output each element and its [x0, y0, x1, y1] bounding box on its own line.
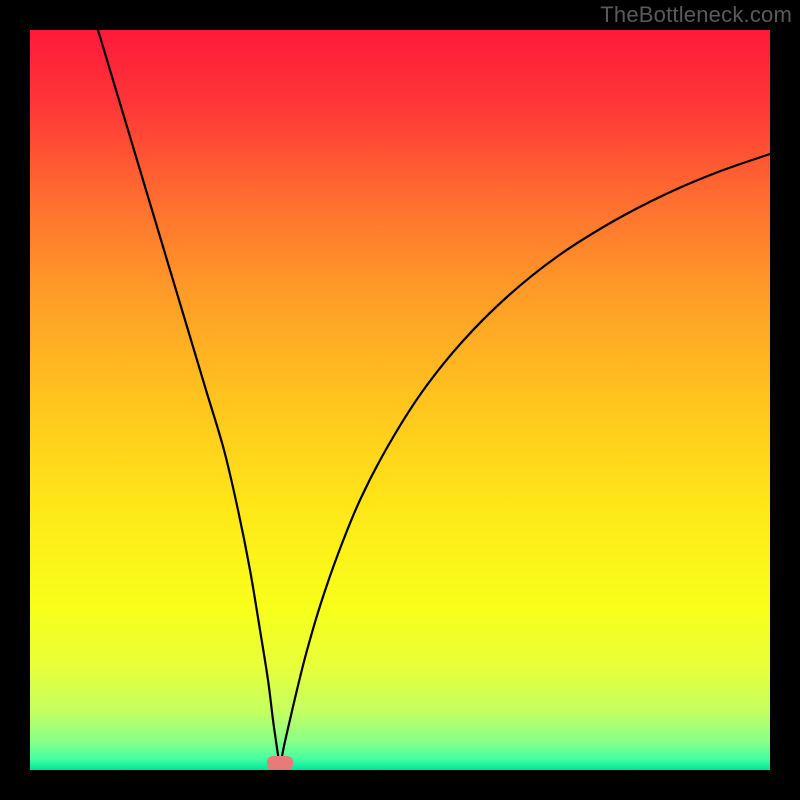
watermark-text: TheBottleneck.com [600, 2, 792, 28]
plot-area [30, 30, 770, 770]
optimal-marker [267, 756, 293, 770]
curve-path [98, 30, 770, 770]
chart-frame: TheBottleneck.com [0, 0, 800, 800]
bottleneck-curve [30, 30, 770, 770]
